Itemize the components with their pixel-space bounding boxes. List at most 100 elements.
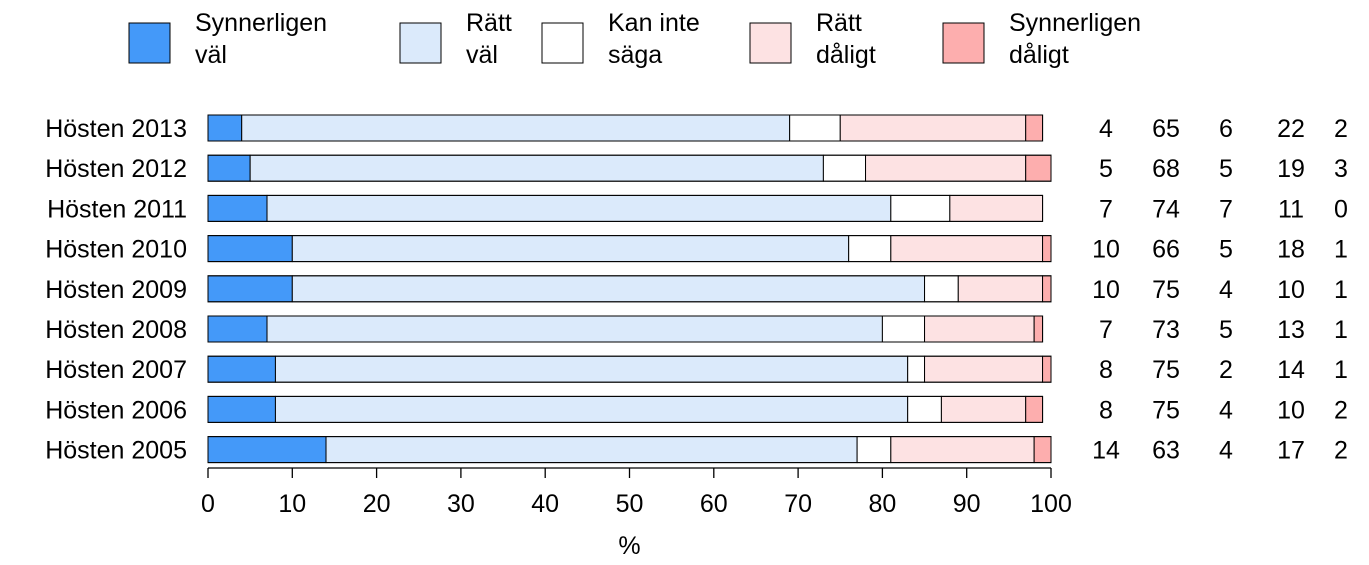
category-label: Hösten 2008 [45,316,187,344]
bar-segment-ratt-val [249,154,824,182]
value-label-ratt-daligt: 10 [1277,276,1305,304]
x-tick-label: 0 [201,490,215,518]
bar-segment-kan-inte-saga [890,194,951,222]
bar-segment-ratt-val [266,194,892,222]
legend-label-synnerligen-daligt: dåligt [1009,41,1069,69]
legend-swatch-synnerligen-val [128,22,171,64]
bar-segment-kan-inte-saga [907,395,942,423]
legend-label-synnerligen-val: väl [195,41,227,69]
bar-segment-ratt-daligt [839,114,1027,142]
category-label: Hösten 2010 [45,236,187,264]
bar-outline [207,275,1052,303]
bar-segment-kan-inte-saga [924,275,959,303]
category-label: Hösten 2007 [45,356,187,384]
bar-outline [207,114,1044,142]
value-label-kan-inte-saga: 5 [1219,236,1233,264]
bar-segment-synnerligen-val [207,436,327,464]
value-label-synnerligen-val: 5 [1099,155,1113,183]
value-label-kan-inte-saga: 5 [1219,155,1233,183]
value-label-synnerligen-daligt: 3 [1334,155,1348,183]
bar-segment-synnerligen-daligt [1033,315,1044,343]
category-label: Hösten 2009 [45,276,187,304]
x-tick-label: 80 [868,490,896,518]
bar-segment-synnerligen-val [207,355,276,383]
legend-label-ratt-val: Rätt [466,9,512,37]
bar-segment-kan-inte-saga [789,114,841,142]
bar-outline [207,395,1044,423]
value-label-kan-inte-saga: 4 [1219,396,1233,424]
value-label-synnerligen-val: 4 [1099,115,1113,143]
bar-segment-ratt-daligt [940,395,1027,423]
value-label-synnerligen-val: 14 [1092,437,1120,465]
legend-swatch-ratt-val [399,22,442,64]
bar-outline [207,194,1044,222]
bar-segment-synnerligen-daligt [1025,114,1044,142]
legend-label-ratt-daligt: Rätt [816,9,862,37]
legend-swatch-ratt-daligt [749,22,792,64]
bar-segment-synnerligen-daligt [1042,275,1052,303]
value-label-ratt-daligt: 19 [1277,155,1305,183]
bar-segment-ratt-val [266,315,883,343]
bar-segment-synnerligen-val [207,315,268,343]
legend-label-synnerligen-daligt: Synnerligen [1009,9,1141,37]
bar-segment-ratt-daligt [890,235,1044,263]
bar-segment-synnerligen-daligt [1033,436,1052,464]
legend-swatch-kan-inte-saga [541,22,584,64]
value-label-synnerligen-val: 10 [1092,236,1120,264]
value-label-ratt-val: 75 [1152,396,1180,424]
x-tick-label: 60 [700,490,728,518]
value-label-ratt-daligt: 14 [1277,356,1305,384]
x-tick-label: 10 [278,490,306,518]
legend-label-ratt-val: väl [466,41,498,69]
x-tick-label: 30 [447,490,475,518]
value-label-synnerligen-daligt: 2 [1334,437,1348,465]
bar-segment-ratt-daligt [924,315,1035,343]
value-label-synnerligen-daligt: 2 [1334,115,1348,143]
value-table: 4 65 6 22 25 68 5 19 37 74 7 11 010 66 5 18 110 75 4 10 17 73… [1092,115,1348,465]
bar-segment-ratt-val [274,395,909,423]
value-label-ratt-val: 66 [1152,236,1180,264]
value-label-synnerligen-val: 7 [1099,316,1113,344]
value-label-kan-inte-saga: 7 [1219,195,1233,223]
bar-segment-synnerligen-val [207,395,276,423]
bar-segment-kan-inte-saga [881,315,926,343]
bar-segment-synnerligen-val [207,235,293,263]
bar-segment-synnerligen-daligt [1025,154,1052,182]
bar-segment-ratt-val [291,275,926,303]
value-label-synnerligen-val: 8 [1099,396,1113,424]
value-label-ratt-daligt: 10 [1277,396,1305,424]
value-label-ratt-val: 63 [1152,437,1180,465]
bar-segment-kan-inte-saga [907,355,926,383]
legend-swatch-synnerligen-daligt [942,22,985,64]
value-label-ratt-daligt: 13 [1277,316,1305,344]
x-tick-label: 40 [531,490,559,518]
bar-segment-ratt-daligt [865,154,1027,182]
value-label-synnerligen-daligt: 1 [1334,236,1348,264]
value-label-kan-inte-saga: 6 [1219,115,1233,143]
value-label-ratt-daligt: 11 [1278,195,1304,223]
legend: Synnerligen väl Rätt väl Kan inte säga Rätt dål… [128,9,1141,69]
bar-segment-synnerligen-val [207,154,251,182]
bar-segment-ratt-daligt [949,194,1044,222]
x-tick-label: 90 [953,490,981,518]
value-label-ratt-val: 74 [1152,195,1180,223]
value-label-kan-inte-saga: 4 [1219,437,1233,465]
value-label-synnerligen-val: 7 [1099,195,1113,223]
x-tick-label: 50 [616,490,644,518]
bar-outline [207,235,1052,263]
chart-rows: Hösten 2013 Hösten 2012 Hösten 2011 Hösten … [45,114,1052,465]
value-label-ratt-daligt: 17 [1277,437,1305,465]
bar-segment-kan-inte-saga [856,436,892,464]
bar-segment-synnerligen-daligt [1042,355,1052,383]
legend-label-synnerligen-val: Synnerligen [195,9,327,37]
value-label-synnerligen-daligt: 1 [1334,276,1348,304]
value-label-synnerligen-val: 10 [1092,276,1120,304]
bar-outline [207,355,1052,383]
value-label-kan-inte-saga: 2 [1219,356,1233,384]
bar-segment-synnerligen-val [207,114,243,142]
value-label-kan-inte-saga: 4 [1219,276,1233,304]
legend-label-kan-inte-saga: säga [608,41,662,69]
value-label-synnerligen-daligt: 1 [1334,316,1348,344]
bar-segment-synnerligen-val [207,194,268,222]
category-label: Hösten 2005 [45,437,187,465]
